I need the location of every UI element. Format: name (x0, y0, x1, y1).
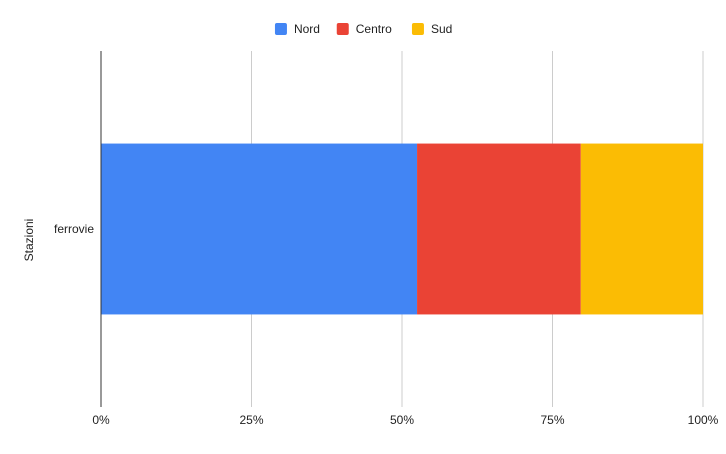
category-label: ferrovie (54, 222, 94, 236)
bar-segment-sud (580, 143, 703, 315)
legend-item-centro: Centro (336, 22, 392, 36)
legend-swatch (336, 23, 349, 35)
legend-swatch (411, 23, 424, 35)
bars (101, 143, 703, 315)
x-tick-label: 100% (688, 413, 719, 427)
x-tick-label: 25% (239, 413, 263, 427)
legend: Nord Centro Sud (274, 22, 452, 36)
y-axis-title: Stazioni (22, 219, 36, 262)
legend-label: Centro (356, 22, 392, 36)
x-tick-label: 50% (390, 413, 414, 427)
bar-segment-nord (101, 143, 418, 315)
x-tick-label: 0% (92, 413, 110, 427)
category-labels: ferrovie (54, 222, 94, 236)
legend-swatch (274, 23, 287, 35)
legend-item-nord: Nord (274, 22, 320, 36)
legend-label: Nord (294, 22, 320, 36)
legend-item-sud: Sud (411, 22, 452, 36)
x-tick-labels: 0% 25% 50% 75% 100% (92, 413, 718, 427)
bar-segment-centro (417, 143, 581, 315)
x-tick-label: 75% (540, 413, 564, 427)
legend-label: Sud (431, 22, 452, 36)
